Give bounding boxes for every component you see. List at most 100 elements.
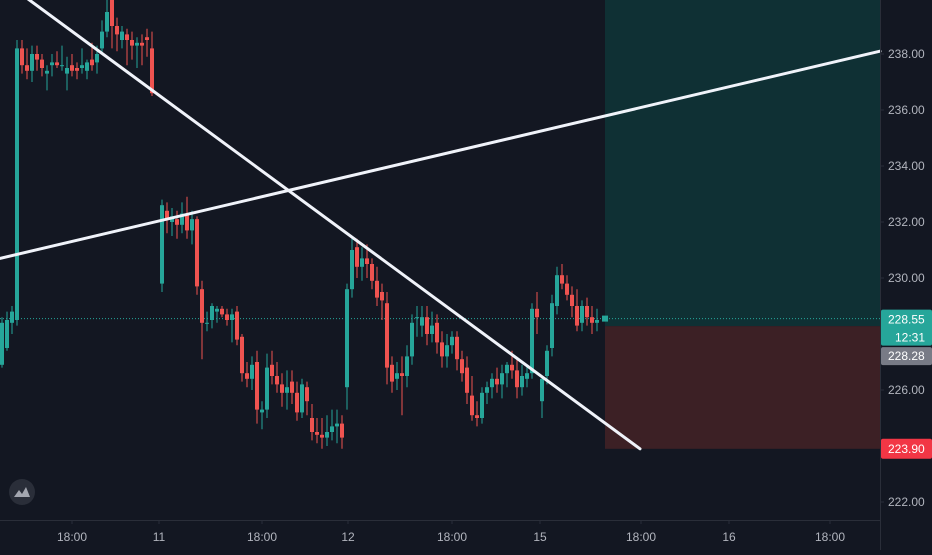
- candle[interactable]: [195, 216, 199, 295]
- candle[interactable]: [340, 415, 344, 449]
- stop-price-badge[interactable]: 223.90: [881, 438, 932, 459]
- candle[interactable]: [485, 381, 489, 404]
- candle[interactable]: [140, 34, 144, 66]
- candle[interactable]: [290, 370, 294, 404]
- candle[interactable]: [0, 317, 4, 368]
- candle[interactable]: [385, 292, 389, 385]
- candle[interactable]: [130, 31, 134, 60]
- candle[interactable]: [330, 409, 334, 441]
- current-price-badge[interactable]: 228.55 12:31: [881, 309, 932, 346]
- candle[interactable]: [230, 308, 234, 343]
- candle[interactable]: [235, 306, 239, 346]
- candle[interactable]: [535, 292, 539, 334]
- candle[interactable]: [445, 334, 449, 368]
- candle[interactable]: [115, 17, 119, 52]
- candle[interactable]: [470, 376, 474, 421]
- candle[interactable]: [475, 401, 479, 427]
- candle[interactable]: [590, 306, 594, 334]
- candle[interactable]: [395, 362, 399, 390]
- candle[interactable]: [460, 350, 464, 382]
- candle[interactable]: [425, 306, 429, 346]
- candle[interactable]: [200, 280, 204, 360]
- candle[interactable]: [350, 236, 354, 298]
- candle[interactable]: [160, 199, 164, 292]
- candle[interactable]: [465, 356, 469, 404]
- logo-icon[interactable]: [9, 479, 35, 505]
- candle[interactable]: [515, 359, 519, 399]
- candle[interactable]: [435, 314, 439, 354]
- candle[interactable]: [325, 415, 329, 446]
- candle[interactable]: [260, 401, 264, 430]
- candle[interactable]: [280, 373, 284, 407]
- trendline-2[interactable]: [0, 49, 882, 260]
- candle[interactable]: [580, 300, 584, 332]
- candle[interactable]: [430, 311, 434, 343]
- candle[interactable]: [345, 283, 349, 410]
- candle[interactable]: [310, 404, 314, 441]
- candle[interactable]: [525, 364, 529, 388]
- candle[interactable]: [505, 362, 509, 388]
- candle[interactable]: [480, 387, 484, 424]
- position-handle[interactable]: [602, 315, 608, 322]
- candle[interactable]: [85, 59, 89, 80]
- candle[interactable]: [60, 45, 64, 71]
- candle[interactable]: [565, 275, 569, 301]
- candle[interactable]: [320, 418, 324, 449]
- candle[interactable]: [15, 40, 19, 326]
- candle[interactable]: [30, 45, 34, 82]
- candle[interactable]: [40, 54, 44, 77]
- candle[interactable]: [545, 345, 549, 385]
- candle[interactable]: [100, 20, 104, 54]
- candle[interactable]: [335, 409, 339, 444]
- candle[interactable]: [35, 45, 39, 71]
- candle[interactable]: [440, 331, 444, 368]
- candle[interactable]: [55, 51, 59, 68]
- trendline-1[interactable]: [0, 0, 642, 451]
- candle[interactable]: [225, 308, 229, 326]
- candle[interactable]: [400, 356, 404, 416]
- candle[interactable]: [270, 350, 274, 385]
- candle[interactable]: [530, 303, 534, 379]
- candle[interactable]: [20, 40, 24, 74]
- candle[interactable]: [25, 48, 29, 80]
- candle[interactable]: [570, 286, 574, 318]
- candle[interactable]: [255, 350, 259, 424]
- candle[interactable]: [370, 258, 374, 290]
- candle[interactable]: [500, 364, 504, 399]
- candle[interactable]: [390, 356, 394, 393]
- candle[interactable]: [220, 306, 224, 318]
- candle[interactable]: [120, 26, 124, 49]
- entry-price-badge[interactable]: 228.28: [881, 347, 932, 366]
- candle[interactable]: [10, 306, 14, 334]
- candle[interactable]: [75, 62, 79, 80]
- candle[interactable]: [145, 28, 149, 57]
- candle[interactable]: [360, 247, 364, 281]
- candle[interactable]: [495, 367, 499, 393]
- candle[interactable]: [205, 311, 209, 332]
- candle[interactable]: [180, 202, 184, 234]
- candle[interactable]: [190, 210, 194, 245]
- candle[interactable]: [285, 370, 289, 410]
- candle[interactable]: [105, 0, 109, 38]
- candle[interactable]: [185, 196, 189, 239]
- candle[interactable]: [375, 266, 379, 306]
- candle[interactable]: [560, 264, 564, 290]
- candle[interactable]: [275, 362, 279, 393]
- candle[interactable]: [150, 31, 154, 96]
- candle[interactable]: [540, 376, 544, 418]
- candle[interactable]: [520, 364, 524, 396]
- candle[interactable]: [240, 334, 244, 382]
- candle[interactable]: [295, 381, 299, 421]
- candle[interactable]: [455, 331, 459, 371]
- candle[interactable]: [135, 37, 139, 68]
- candle[interactable]: [415, 306, 419, 337]
- candle[interactable]: [305, 381, 309, 416]
- candle[interactable]: [265, 353, 269, 418]
- profit-zone[interactable]: [605, 0, 880, 327]
- candle[interactable]: [110, 0, 114, 49]
- candle[interactable]: [575, 289, 579, 332]
- candle[interactable]: [355, 238, 359, 278]
- candle[interactable]: [315, 418, 319, 444]
- loss-zone[interactable]: [605, 326, 880, 449]
